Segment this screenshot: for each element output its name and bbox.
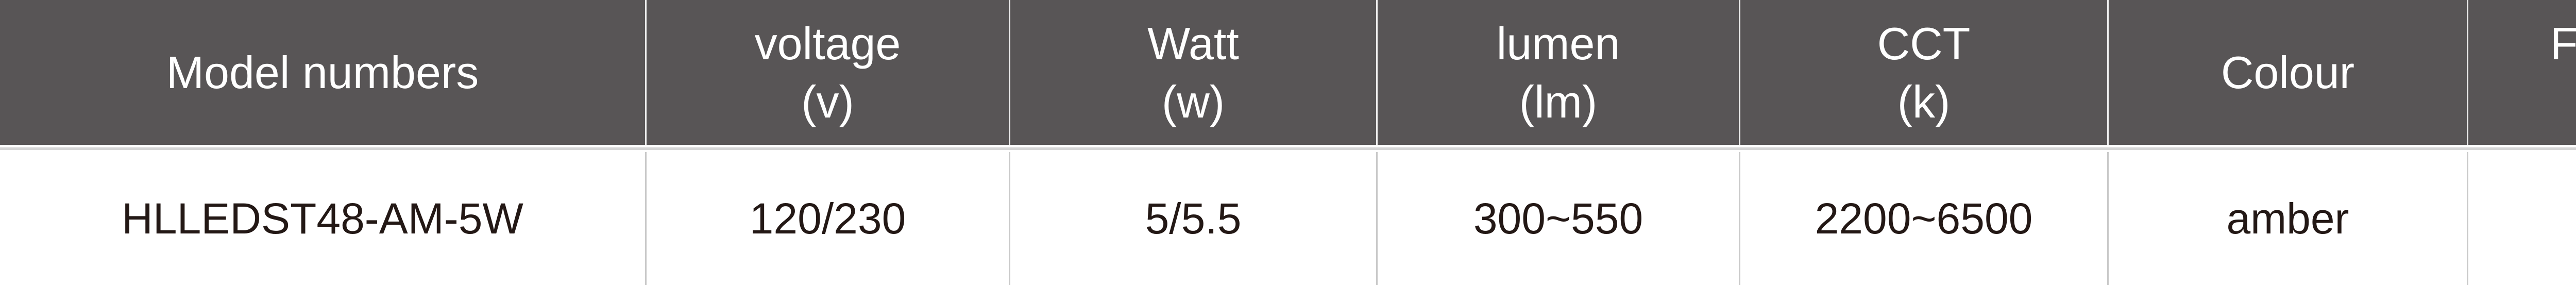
cell-colour: amber <box>2107 152 2467 285</box>
header-separator-gap-bottom <box>0 150 2576 152</box>
header-cell-cct: CCT (k) <box>1739 0 2107 145</box>
cell-cct: 2200~6500 <box>1739 152 2107 285</box>
table-header-row: Model numbers voltage (v) Watt (w) lumen (l… <box>0 0 2576 145</box>
header-cell-filaments-count: Filaments Count <box>2467 0 2576 145</box>
header-cell-model-numbers: Model numbers <box>166 47 479 98</box>
header-cell-watt: Watt (w) <box>1009 0 1376 145</box>
header-cell-lumen: lumen (lm) <box>1376 0 1739 145</box>
cell-voltage: 120/230 <box>645 152 1009 285</box>
header-cell-colour: Colour <box>2107 0 2467 145</box>
header-separator-line <box>0 147 2576 150</box>
cell-model-numbers: HLLEDST48-AM-5W <box>122 194 523 243</box>
header-cell-voltage: voltage (v) <box>645 0 1009 145</box>
cell-filaments-count: 4 <box>2467 152 2576 285</box>
table-data-row: HLLEDST48-AM-5W 120/230 5/5.5 300~550 2200~6… <box>0 152 2576 285</box>
cell-lumen: 300~550 <box>1376 152 1739 285</box>
header-separator-gap <box>0 145 2576 147</box>
cell-watt: 5/5.5 <box>1009 152 1376 285</box>
